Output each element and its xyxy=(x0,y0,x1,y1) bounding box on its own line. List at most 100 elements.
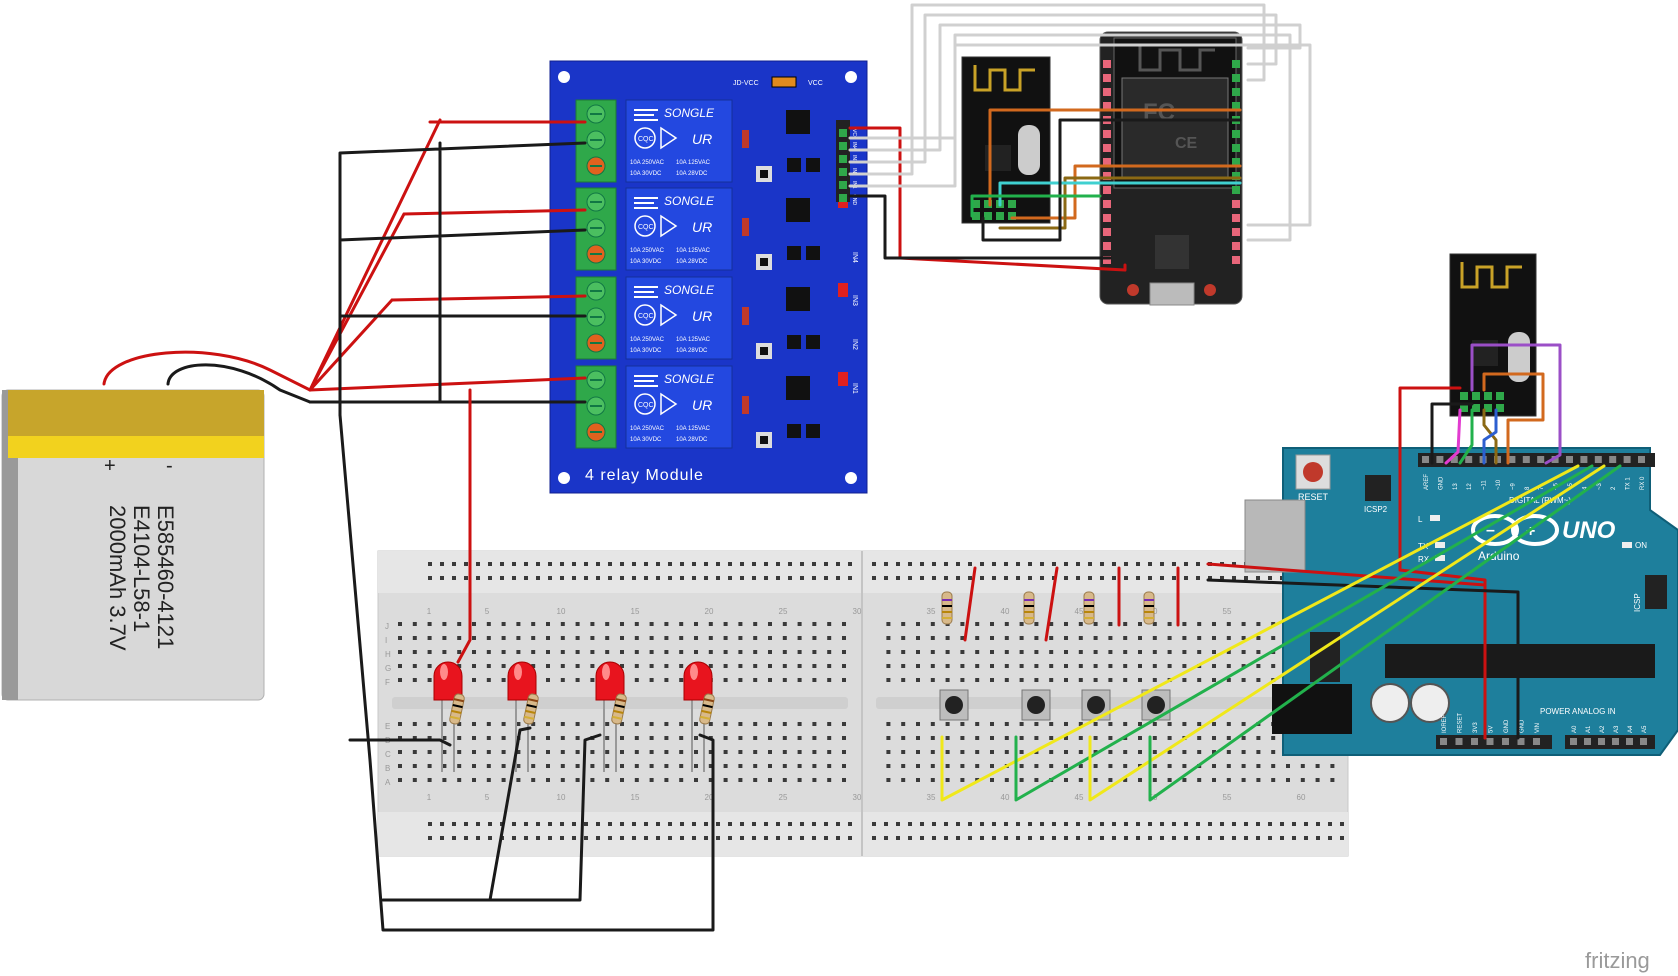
breadboard-hole xyxy=(546,750,550,754)
breadboard-hole xyxy=(738,636,743,640)
power-pin-labels: IOREF RESET 3V3 5V GND GND VIN xyxy=(1440,713,1541,745)
l-led xyxy=(1430,515,1440,521)
breadboard-hole xyxy=(575,778,580,782)
breadboard-hole xyxy=(1064,836,1068,840)
push-button-cap[interactable] xyxy=(1027,696,1045,714)
breadboard-hole xyxy=(608,836,612,840)
breadboard-hole xyxy=(1064,678,1068,682)
breadboard-hole xyxy=(1016,562,1020,566)
breadboard-hole xyxy=(546,764,550,768)
breadboard-hole xyxy=(1167,778,1172,782)
breadboard-hole xyxy=(884,562,888,566)
breadboard-hole xyxy=(916,636,920,640)
breadboard-hole xyxy=(644,576,648,580)
breadboard-hole xyxy=(608,576,612,580)
pullup-resistor xyxy=(1143,591,1155,625)
breadboard-hole xyxy=(800,822,804,826)
breadboard-hole xyxy=(932,562,936,566)
breadboard-hole xyxy=(992,576,996,580)
relay-rating: 10A 30VDC xyxy=(630,348,662,354)
breadboard-hole xyxy=(634,650,639,654)
power-pin xyxy=(1502,738,1509,745)
breadboard-hole xyxy=(1286,764,1290,768)
breadboard-hole xyxy=(916,750,920,754)
breadboard-hole xyxy=(605,636,610,640)
breadboard-hole xyxy=(620,764,624,768)
breadboard-hole xyxy=(516,650,521,654)
triangle-mark xyxy=(660,392,678,416)
breadboard-hole xyxy=(486,764,491,768)
breadboard-hole xyxy=(560,778,565,782)
wire-cyan-nrf1 xyxy=(998,181,1242,207)
breadboard-hole xyxy=(738,764,743,768)
breadboard-hole xyxy=(1197,650,1202,654)
analog-pin-label: A0 xyxy=(1572,725,1578,733)
breadboard-hole xyxy=(1093,636,1098,640)
breadboard-hole xyxy=(1226,622,1231,626)
breadboard-hole xyxy=(501,750,506,754)
breadboard-hole xyxy=(1064,822,1068,826)
breadboard-hole xyxy=(649,736,654,740)
breadboard-hole xyxy=(664,722,669,726)
breadboard-hole xyxy=(560,736,565,740)
breadboard-hole xyxy=(398,764,402,768)
breadboard-hole xyxy=(620,778,624,782)
breadboard-hole xyxy=(788,562,792,566)
column-number: 25 xyxy=(779,607,788,616)
breadboard-hole xyxy=(464,576,468,580)
breadboard-hole xyxy=(572,836,576,840)
breadboard-hole xyxy=(1184,836,1188,840)
relay-rating: 10A 30VDC xyxy=(630,437,662,443)
breadboard-hole xyxy=(753,778,758,782)
breadboard-hole xyxy=(620,650,624,654)
digital-pin xyxy=(1566,456,1573,463)
breadboard-hole xyxy=(1148,836,1152,840)
in3-label: IN3 xyxy=(851,295,858,306)
breadboard-hole xyxy=(412,664,417,668)
breadboard-hole xyxy=(797,678,802,682)
breadboard-hole xyxy=(1138,650,1142,654)
breadboard-hole xyxy=(1182,664,1187,668)
breadboard-hole xyxy=(1241,736,1246,740)
breadboard-hole xyxy=(536,576,540,580)
breadboard-hole xyxy=(1316,836,1320,840)
relays: SONGLE CQC UR 10A 250VAC 10A 30VDC 10A 125VAC… xyxy=(575,99,848,449)
breadboard-hole xyxy=(930,722,935,726)
optocoupler xyxy=(786,198,810,222)
breadboard-hole xyxy=(827,778,832,782)
push-button-cap[interactable] xyxy=(945,696,963,714)
breadboard-hole xyxy=(488,822,492,826)
analog-pin xyxy=(1612,738,1619,745)
breadboard-hole xyxy=(560,622,565,626)
breadboard-hole xyxy=(1330,778,1335,782)
breadboard-hole xyxy=(728,576,732,580)
triangle-mark xyxy=(660,126,678,150)
vcc-label: VCC xyxy=(808,80,823,87)
breadboard-hole xyxy=(1212,678,1216,682)
power-pin-label: GND xyxy=(1504,719,1510,733)
relay-pin-label: IN2 xyxy=(851,168,857,176)
relay-rating: 10A 125VAC xyxy=(676,337,711,343)
wire-brown-nrf2 xyxy=(1482,408,1498,465)
breadboard-hole xyxy=(516,778,521,782)
push-button-cap[interactable] xyxy=(1087,696,1105,714)
breadboard-hole xyxy=(620,562,624,566)
breadboard-hole xyxy=(886,736,891,740)
power-pin xyxy=(1486,738,1494,745)
breadboard-hole xyxy=(752,822,756,826)
breadboard-hole xyxy=(1034,622,1039,626)
breadboard-hole xyxy=(708,636,713,640)
relay-body xyxy=(625,365,733,449)
breadboard-hole xyxy=(945,664,950,668)
breadboard-hole xyxy=(1152,622,1157,626)
push-button-cap[interactable] xyxy=(1147,696,1165,714)
breadboard-hole xyxy=(1123,750,1128,754)
esp-pin-left xyxy=(1103,256,1111,264)
breadboard-hole xyxy=(1016,576,1020,580)
breadboard-hole xyxy=(1123,778,1128,782)
breadboard-hole xyxy=(668,836,672,840)
breadboard-hole xyxy=(1152,636,1157,640)
breadboard-hole xyxy=(1078,764,1083,768)
wire-black-nrf2 xyxy=(1430,402,1474,465)
breadboard-hole xyxy=(1167,636,1172,640)
